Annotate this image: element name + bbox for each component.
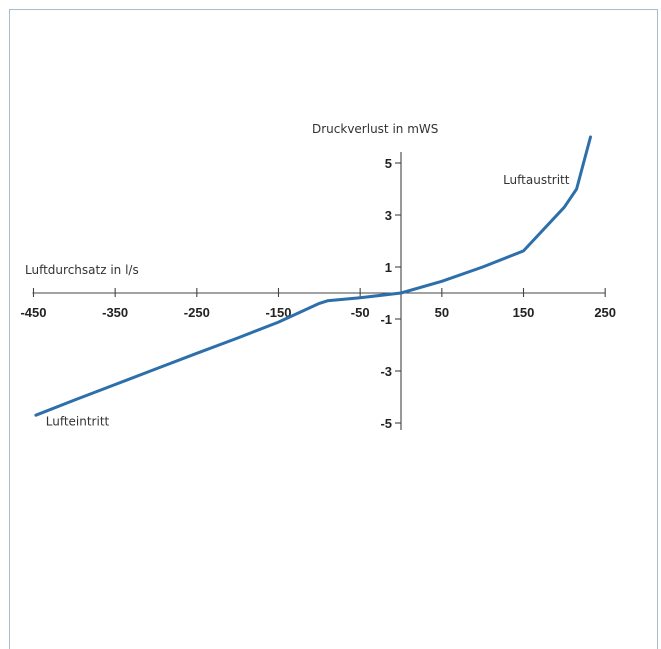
y-tick-label: -3 [380,364,392,379]
x-axis-title: Luftdurchsatz in l/s [25,263,139,277]
x-tick-label: 250 [594,305,616,320]
axes [32,152,606,430]
x-tick-label: -450 [20,305,46,320]
y-tick-label: 5 [385,156,392,171]
x-tick-label: -150 [265,305,291,320]
x-tick-label: -50 [351,305,370,320]
annotation-lufteintritt: Lufteintritt [46,415,110,429]
y-tick-label: 3 [385,208,392,223]
ticks: -450 -350 -250 -150 -50 50 150 250 5 3 1 -1 -3 -5 [20,156,616,431]
x-tick-label: 150 [513,305,535,320]
annotation-luftaustritt: Luftaustritt [503,173,570,187]
series-group [34,135,592,417]
x-tick-label: -250 [184,305,210,320]
y-axis-title: Druckverlust in mWS [312,122,438,136]
y-tick-label: -5 [380,416,392,431]
chart-frame [9,9,658,649]
y-tick-label: -1 [380,312,392,327]
x-tick-label: -350 [102,305,128,320]
x-tick-label: 50 [435,305,449,320]
series-line [34,135,592,417]
y-tick-label: 1 [385,260,392,275]
